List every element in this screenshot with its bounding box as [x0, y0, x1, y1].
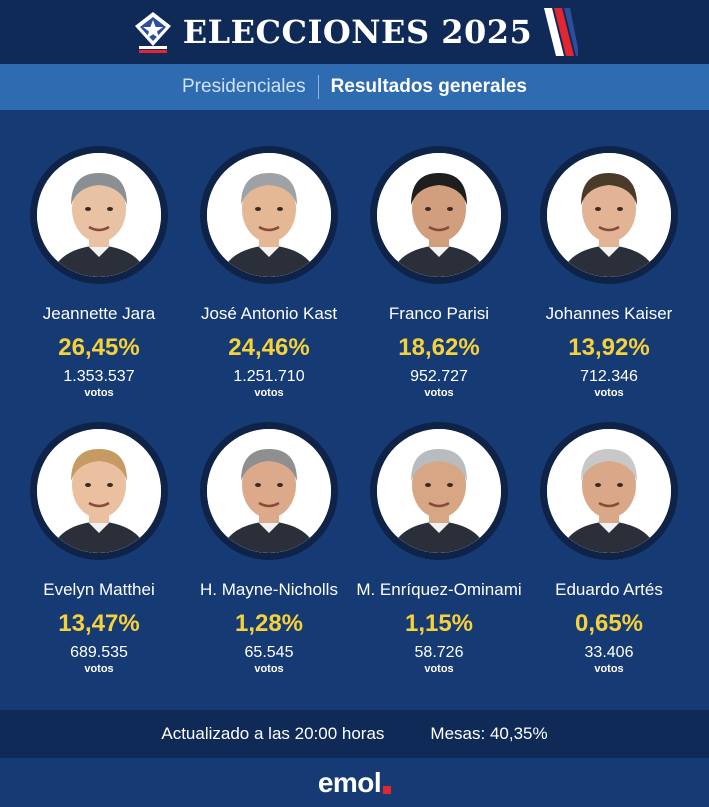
candidate-photo [37, 153, 161, 277]
portrait-icon [377, 429, 501, 553]
subheader-resultados: Resultados generales [330, 76, 527, 97]
candidate-name: Johannes Kaiser [545, 304, 673, 323]
candidate-photo-frame [540, 146, 678, 284]
portrait-icon [547, 429, 671, 553]
candidate-photo-frame [200, 146, 338, 284]
candidate-votes-unit: votos [594, 663, 624, 675]
candidate-name: M. Enríquez-Ominami [356, 580, 522, 599]
portrait-icon [37, 153, 161, 277]
candidate-votes-unit: votos [84, 663, 114, 675]
candidate-percent: 1,15% [404, 610, 474, 637]
candidate-card: Franco Parisi 18,62% 952.727 votos [354, 140, 524, 400]
candidate-name: José Antonio Kast [200, 304, 338, 323]
candidate-votes-unit: votos [424, 663, 454, 675]
candidate-percent: 0,65% [574, 610, 644, 637]
subheader-divider [317, 75, 319, 99]
emol-logo: emol [317, 766, 382, 798]
candidate-votes-unit: votos [254, 387, 284, 399]
candidate-votes: 689.535 [70, 644, 128, 661]
candidate-percent: 24,46% [228, 334, 310, 361]
candidate-percent: 18,62% [398, 334, 480, 361]
candidate-photo [547, 153, 671, 277]
candidate-name: Jeannette Jara [42, 304, 156, 323]
candidate-votes-unit: votos [594, 387, 624, 399]
candidate-votes: 33.406 [584, 644, 634, 661]
candidate-votes: 1.353.537 [63, 368, 135, 385]
portrait-icon [37, 429, 161, 553]
updated-time: Actualizado a las 20:00 horas [161, 724, 385, 743]
candidate-photo-frame [200, 422, 338, 560]
header-inner: ELECCIONES 2025 [131, 8, 579, 56]
page-title: ELECCIONES 2025 [182, 13, 533, 51]
candidate-photo [377, 153, 501, 277]
candidate-percent: 1,28% [234, 610, 304, 637]
candidate-card: M. Enríquez-Ominami 1,15% 58.726 votos [354, 416, 524, 676]
candidate-votes: 65.545 [244, 644, 294, 661]
candidate-name: H. Mayne-Nicholls [200, 580, 338, 599]
candidate-name: Evelyn Matthei [43, 580, 155, 599]
candidate-photo [547, 429, 671, 553]
portrait-icon [207, 153, 331, 277]
candidate-grid: Jeannette Jara 26,45% 1.353.537 votos José A… [14, 140, 695, 676]
candidate-photo-frame [540, 422, 678, 560]
candidate-votes: 712.346 [580, 368, 638, 385]
candidate-percent: 13,47% [58, 610, 140, 637]
candidate-votes-unit: votos [424, 387, 454, 399]
candidate-name: Eduardo Artés [555, 580, 663, 599]
candidate-photo [207, 429, 331, 553]
candidate-votes: 952.727 [410, 368, 468, 385]
emol-logo-dot [383, 785, 392, 794]
candidate-votes: 58.726 [414, 644, 464, 661]
candidate-percent: 13,92% [568, 334, 650, 361]
brand-footer: emol [0, 758, 709, 807]
candidate-photo-frame [30, 146, 168, 284]
candidate-votes-unit: votos [84, 387, 114, 399]
footer-bar: Actualizado a las 20:00 horas Mesas: 40,… [0, 710, 709, 758]
candidate-photo [207, 153, 331, 277]
subheader-presidenciales: Presidenciales [182, 76, 306, 97]
chile-star-shield-icon [134, 12, 171, 53]
portrait-icon [377, 153, 501, 277]
subheader: Presidenciales Resultados generales [0, 64, 709, 110]
candidate-photo-frame [30, 422, 168, 560]
candidate-card: Evelyn Matthei 13,47% 689.535 votos [14, 416, 184, 676]
candidate-percent: 26,45% [58, 334, 140, 361]
candidate-card: Jeannette Jara 26,45% 1.353.537 votos [14, 140, 184, 400]
candidate-card: H. Mayne-Nicholls 1,28% 65.545 votos [184, 416, 354, 676]
portrait-icon [547, 153, 671, 277]
candidate-card: Johannes Kaiser 13,92% 712.346 votos [524, 140, 694, 400]
candidate-votes-unit: votos [254, 663, 284, 675]
portrait-icon [207, 429, 331, 553]
candidate-photo [377, 429, 501, 553]
header: ELECCIONES 2025 [0, 0, 709, 64]
mesas-count: Mesas: 40,35% [430, 724, 548, 743]
candidate-name: Franco Parisi [388, 304, 490, 323]
candidate-photo-frame [370, 422, 508, 560]
candidate-card: José Antonio Kast 24,46% 1.251.710 votos [184, 140, 354, 400]
candidate-votes: 1.251.710 [233, 368, 305, 385]
candidate-photo [37, 429, 161, 553]
candidate-card: Eduardo Artés 0,65% 33.406 votos [524, 416, 694, 676]
flag-stripes-icon [544, 8, 579, 56]
candidate-photo-frame [370, 146, 508, 284]
